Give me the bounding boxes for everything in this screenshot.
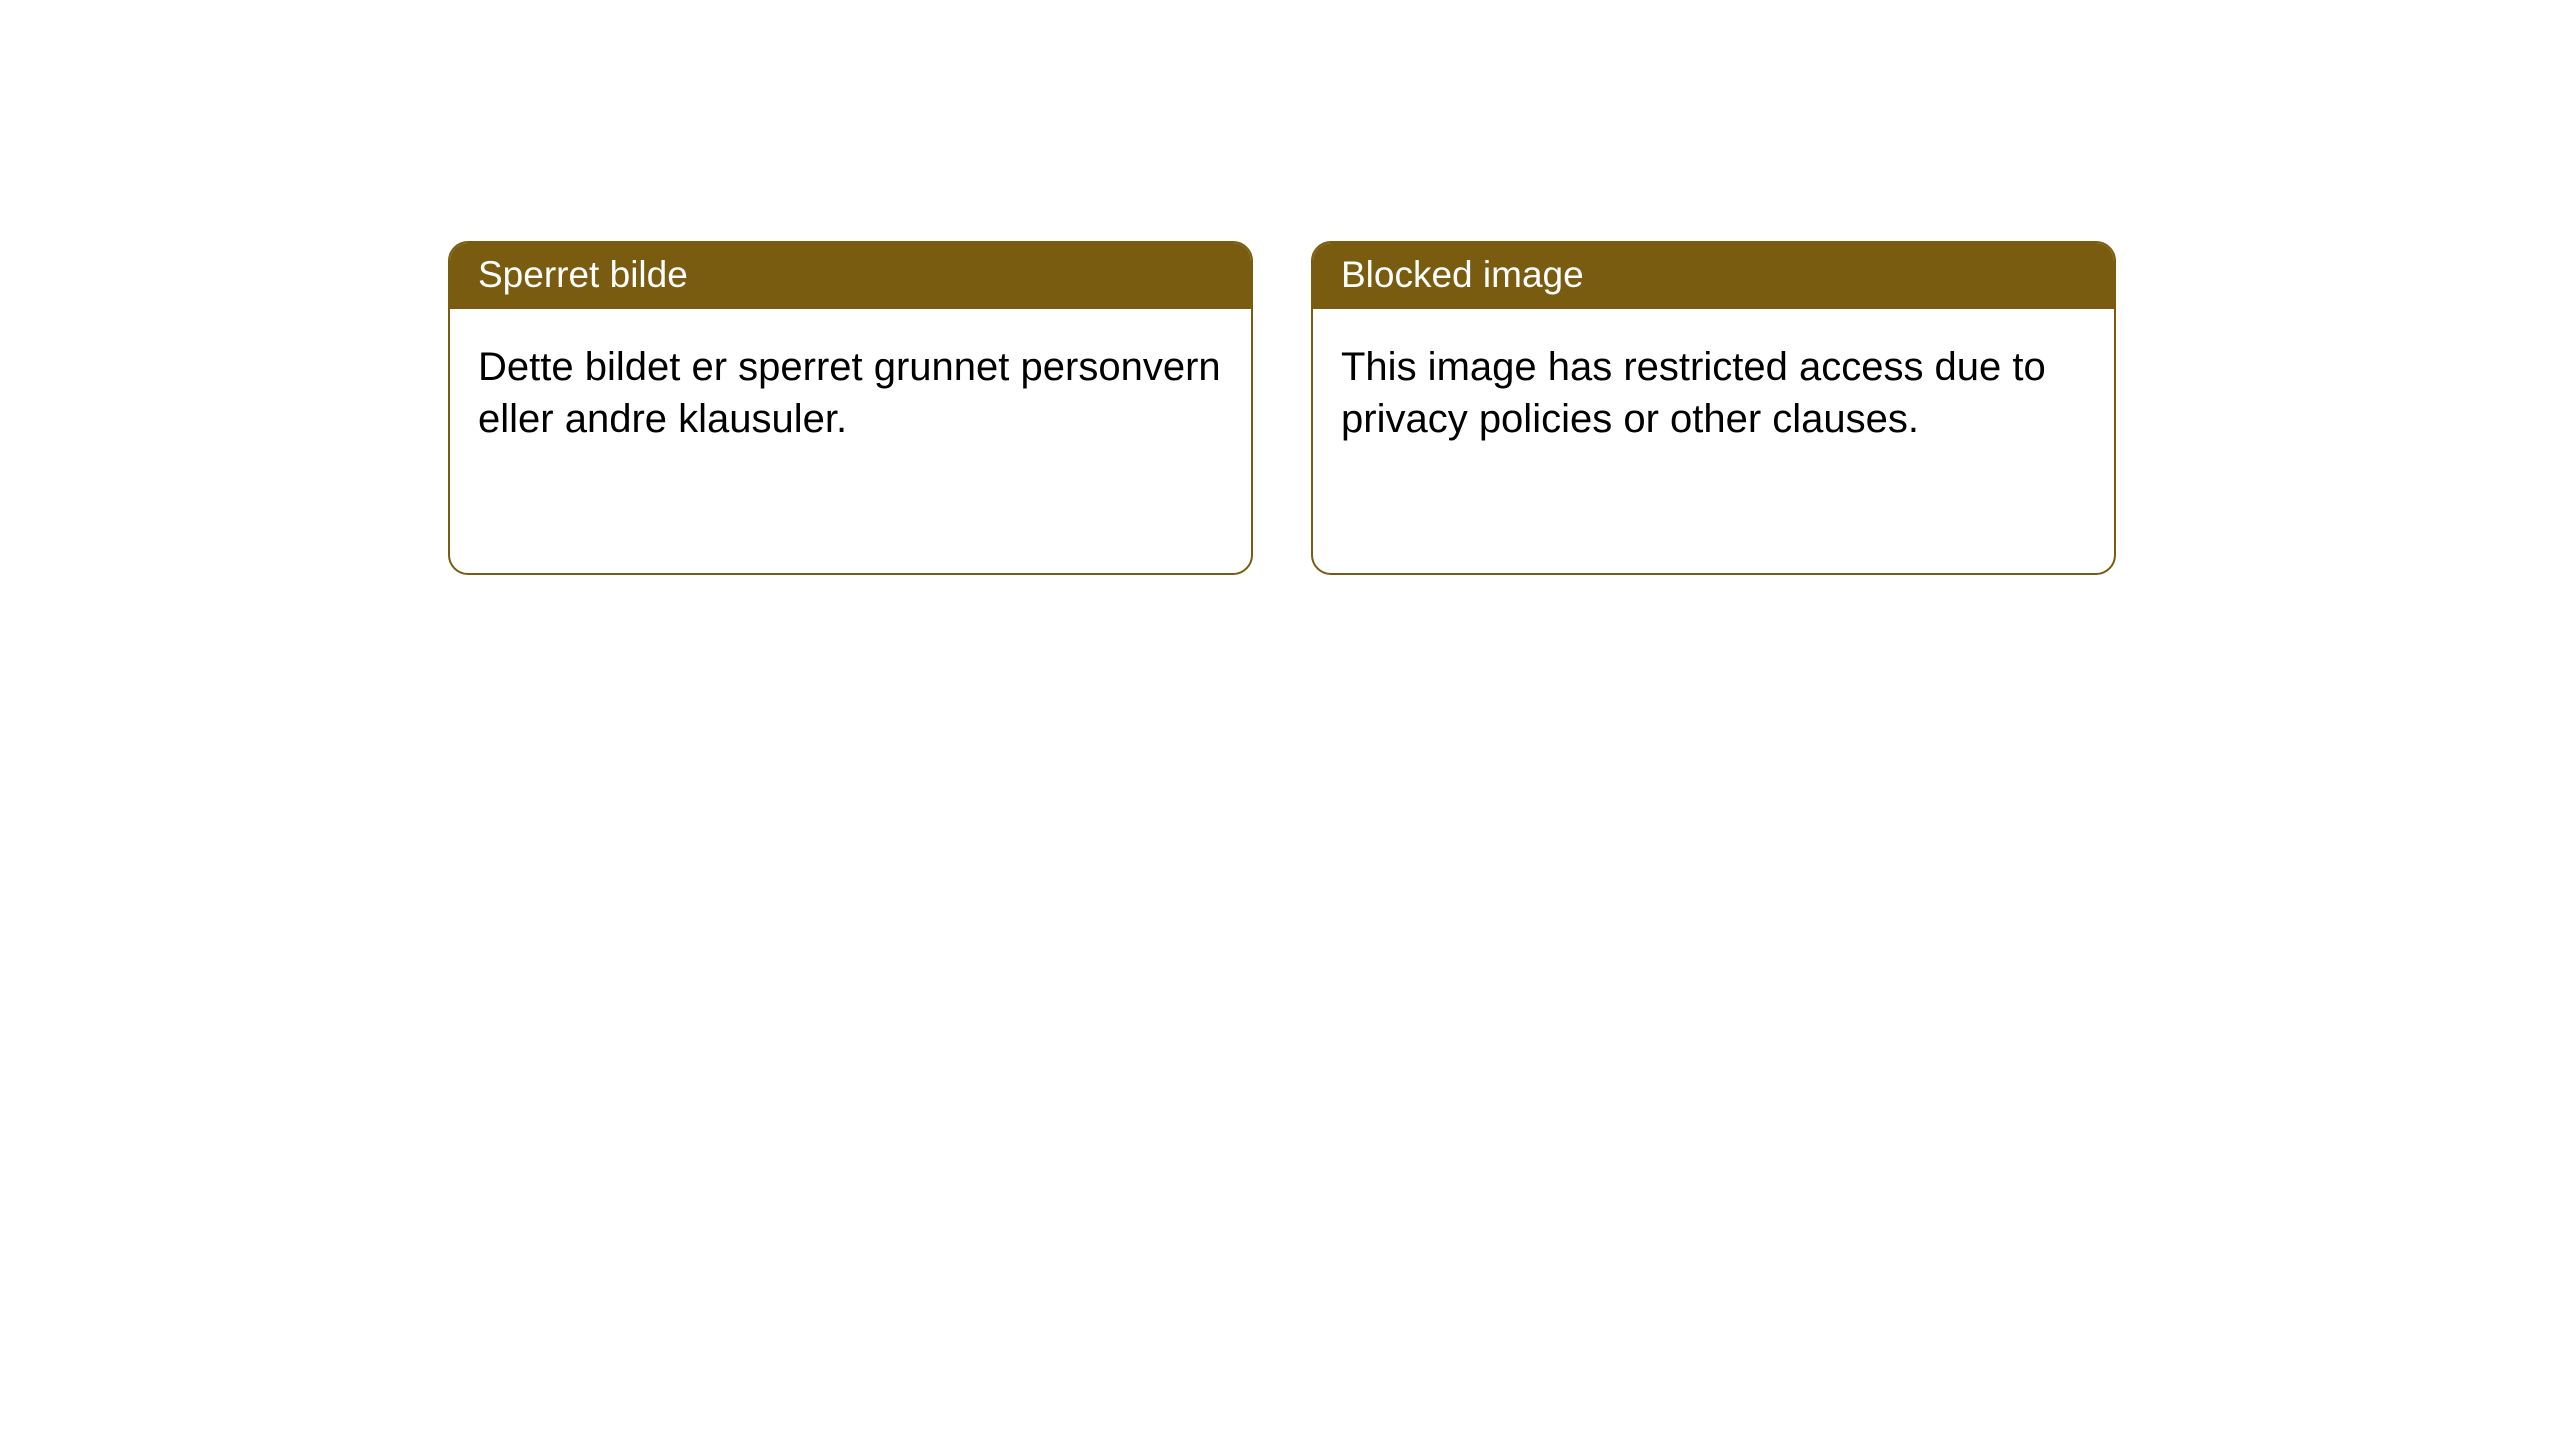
card-header: Blocked image [1313, 243, 2114, 309]
card-body: This image has restricted access due to … [1313, 309, 2114, 477]
card-body-text: This image has restricted access due to … [1341, 345, 2046, 441]
card-body: Dette bildet er sperret grunnet personve… [450, 309, 1251, 477]
card-body-text: Dette bildet er sperret grunnet personve… [478, 345, 1221, 441]
notice-cards-container: Sperret bilde Dette bildet er sperret gr… [448, 241, 2116, 575]
card-header: Sperret bilde [450, 243, 1251, 309]
notice-card-english: Blocked image This image has restricted … [1311, 241, 2116, 575]
card-title: Blocked image [1341, 254, 1584, 295]
notice-card-norwegian: Sperret bilde Dette bildet er sperret gr… [448, 241, 1253, 575]
card-title: Sperret bilde [478, 254, 688, 295]
